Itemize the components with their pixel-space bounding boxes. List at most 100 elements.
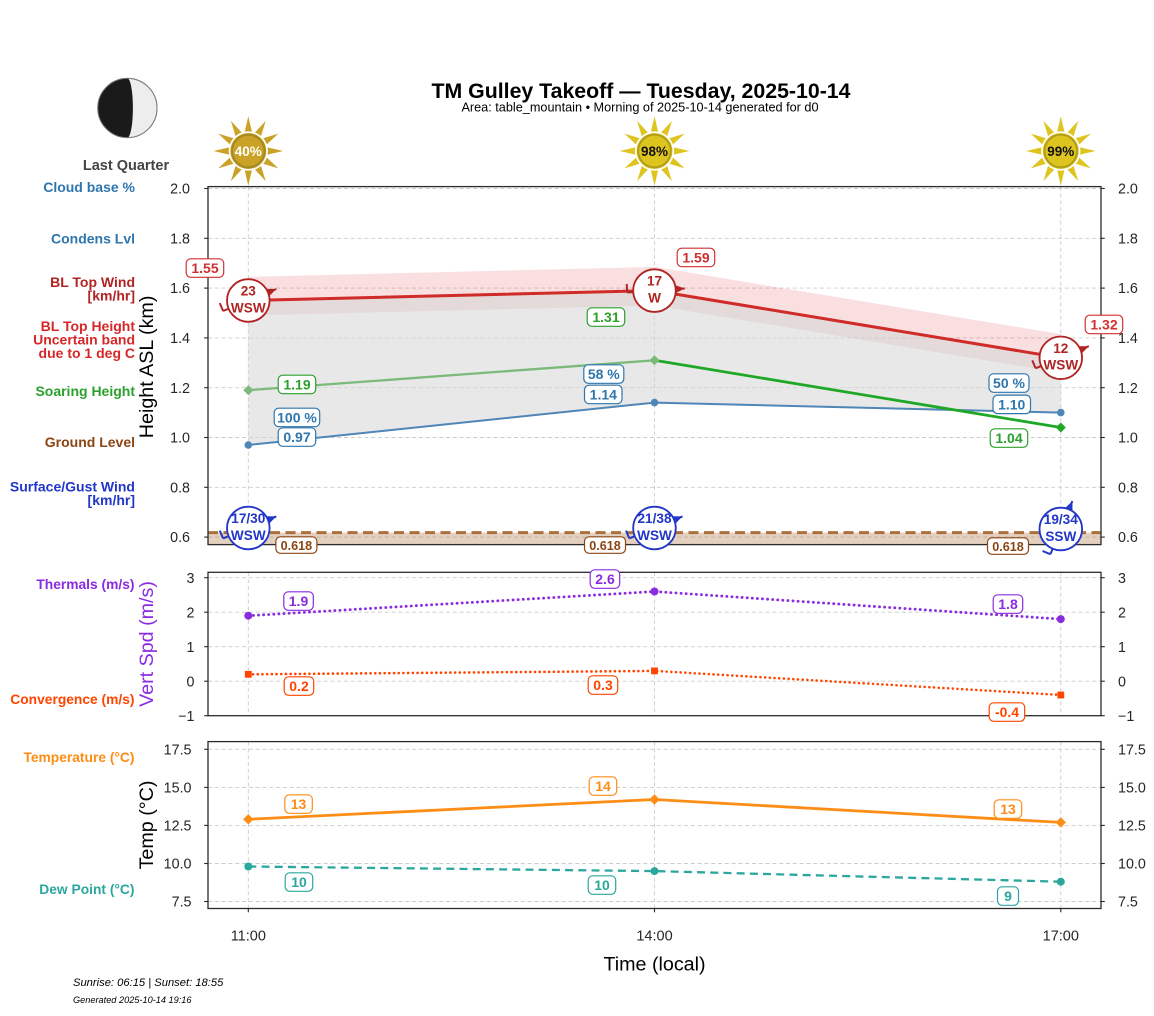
svg-text:13: 13	[291, 796, 307, 812]
svg-text:1: 1	[1118, 640, 1126, 656]
svg-text:10: 10	[594, 877, 610, 893]
svg-text:Vert Spd (m/s): Vert Spd (m/s)	[136, 581, 158, 707]
svg-text:Ground Level: Ground Level	[45, 434, 135, 450]
svg-text:WSW: WSW	[231, 528, 266, 543]
svg-text:[km/hr]: [km/hr]	[88, 288, 135, 304]
svg-text:1.0: 1.0	[1118, 431, 1138, 447]
svg-text:2.0: 2.0	[1118, 182, 1138, 198]
svg-text:0: 0	[187, 674, 195, 690]
svg-text:19/34: 19/34	[1044, 512, 1078, 527]
svg-text:1.2: 1.2	[1118, 381, 1138, 397]
svg-text:0.618: 0.618	[281, 539, 313, 553]
svg-text:1.8: 1.8	[1118, 231, 1138, 247]
svg-text:17.5: 17.5	[1118, 742, 1146, 758]
svg-text:0.6: 0.6	[1118, 530, 1138, 546]
svg-text:TM Gulley Takeoff — Tuesday, 2: TM Gulley Takeoff — Tuesday, 2025-10-14	[432, 79, 851, 103]
svg-text:17.5: 17.5	[164, 742, 192, 758]
svg-text:0.618: 0.618	[589, 539, 621, 553]
svg-text:Area: table_mountain • Morning: Area: table_mountain • Morning of 2025-1…	[461, 101, 818, 115]
svg-text:0.8: 0.8	[1118, 480, 1138, 496]
svg-text:BL Top Wind: BL Top Wind	[50, 274, 135, 290]
svg-text:1.6: 1.6	[170, 281, 190, 297]
svg-text:1.55: 1.55	[191, 260, 218, 276]
svg-text:0.2: 0.2	[289, 678, 309, 694]
svg-text:Temperature (°C): Temperature (°C)	[23, 750, 134, 765]
svg-text:1.04: 1.04	[995, 430, 1022, 446]
svg-text:0.6: 0.6	[170, 530, 190, 546]
svg-text:1.2: 1.2	[170, 381, 190, 397]
svg-text:Cloud base %: Cloud base %	[43, 179, 135, 195]
svg-text:15.0: 15.0	[1118, 781, 1146, 797]
svg-text:3: 3	[1118, 571, 1126, 587]
svg-text:1.32: 1.32	[1090, 316, 1117, 332]
svg-text:99%: 99%	[1047, 144, 1074, 159]
svg-text:−1: −1	[1118, 709, 1134, 725]
svg-text:14:00: 14:00	[636, 929, 672, 945]
svg-text:[km/hr]: [km/hr]	[88, 492, 135, 508]
svg-text:0.618: 0.618	[992, 540, 1024, 554]
svg-text:1.19: 1.19	[283, 376, 310, 392]
svg-text:40%: 40%	[235, 144, 262, 159]
svg-text:SSW: SSW	[1045, 529, 1076, 544]
svg-text:7.5: 7.5	[1118, 895, 1138, 911]
svg-text:Time (local): Time (local)	[603, 954, 705, 976]
svg-text:0.8: 0.8	[170, 480, 190, 496]
svg-text:100 %: 100 %	[277, 409, 317, 425]
svg-text:0.3: 0.3	[593, 677, 613, 693]
svg-text:Last Quarter: Last Quarter	[83, 158, 170, 174]
svg-text:1: 1	[187, 640, 195, 656]
svg-text:Thermals (m/s): Thermals (m/s)	[36, 577, 134, 592]
svg-text:58 %: 58 %	[588, 366, 620, 382]
svg-text:Condens Lvl: Condens Lvl	[51, 231, 135, 247]
svg-text:13: 13	[1000, 801, 1016, 817]
svg-text:1.10: 1.10	[998, 396, 1025, 412]
svg-text:3: 3	[187, 571, 195, 587]
svg-text:BL Top Height: BL Top Height	[41, 318, 136, 334]
svg-text:-0.4: -0.4	[995, 704, 1019, 720]
svg-text:2: 2	[1118, 605, 1126, 621]
svg-text:17: 17	[647, 274, 662, 289]
svg-text:50 %: 50 %	[993, 375, 1025, 391]
svg-text:2.6: 2.6	[595, 571, 615, 587]
svg-text:Surface/Gust Wind: Surface/Gust Wind	[10, 479, 135, 495]
svg-text:12: 12	[1053, 341, 1069, 356]
svg-text:WSW: WSW	[637, 528, 672, 543]
svg-text:Height ASL (km): Height ASL (km)	[136, 296, 158, 439]
svg-text:17:00: 17:00	[1043, 929, 1079, 945]
svg-text:15.0: 15.0	[164, 781, 192, 797]
svg-text:Temp (°C): Temp (°C)	[136, 781, 158, 870]
svg-text:1.8: 1.8	[170, 231, 190, 247]
svg-text:14: 14	[595, 778, 611, 794]
svg-text:1.14: 1.14	[590, 386, 617, 402]
svg-text:10.0: 10.0	[1118, 857, 1146, 873]
svg-text:1.9: 1.9	[289, 593, 309, 609]
svg-text:1.4: 1.4	[1118, 331, 1138, 347]
svg-text:12.5: 12.5	[164, 819, 192, 835]
svg-text:W: W	[648, 290, 661, 305]
svg-text:10: 10	[291, 874, 307, 890]
svg-text:0.97: 0.97	[283, 429, 310, 445]
svg-text:7.5: 7.5	[172, 895, 192, 911]
svg-text:Sunrise: 06:15 | Sunset: 18:55: Sunrise: 06:15 | Sunset: 18:55	[73, 977, 224, 989]
svg-text:Soaring Height: Soaring Height	[35, 383, 135, 399]
svg-text:10.0: 10.0	[164, 857, 192, 873]
svg-text:21/38: 21/38	[637, 511, 671, 526]
svg-text:23: 23	[241, 284, 257, 299]
svg-text:WSW: WSW	[231, 300, 266, 315]
svg-text:1.8: 1.8	[998, 596, 1018, 612]
svg-text:17/30: 17/30	[231, 511, 265, 526]
svg-text:1.4: 1.4	[170, 331, 190, 347]
svg-text:12.5: 12.5	[1118, 819, 1146, 835]
svg-text:Uncertain band: Uncertain band	[33, 332, 135, 348]
svg-text:0: 0	[1118, 674, 1126, 690]
svg-text:1.6: 1.6	[1118, 281, 1138, 297]
svg-text:1.31: 1.31	[592, 309, 619, 325]
svg-text:Convergence (m/s): Convergence (m/s)	[10, 692, 134, 707]
svg-text:Generated 2025-10-14 19:16: Generated 2025-10-14 19:16	[73, 995, 192, 1005]
svg-text:1.0: 1.0	[170, 431, 190, 447]
svg-text:2: 2	[187, 605, 195, 621]
svg-text:11:00: 11:00	[231, 929, 266, 945]
svg-text:WSW: WSW	[1043, 358, 1078, 373]
svg-text:due to 1 deg C: due to 1 deg C	[39, 345, 135, 361]
svg-text:−1: −1	[178, 709, 194, 725]
